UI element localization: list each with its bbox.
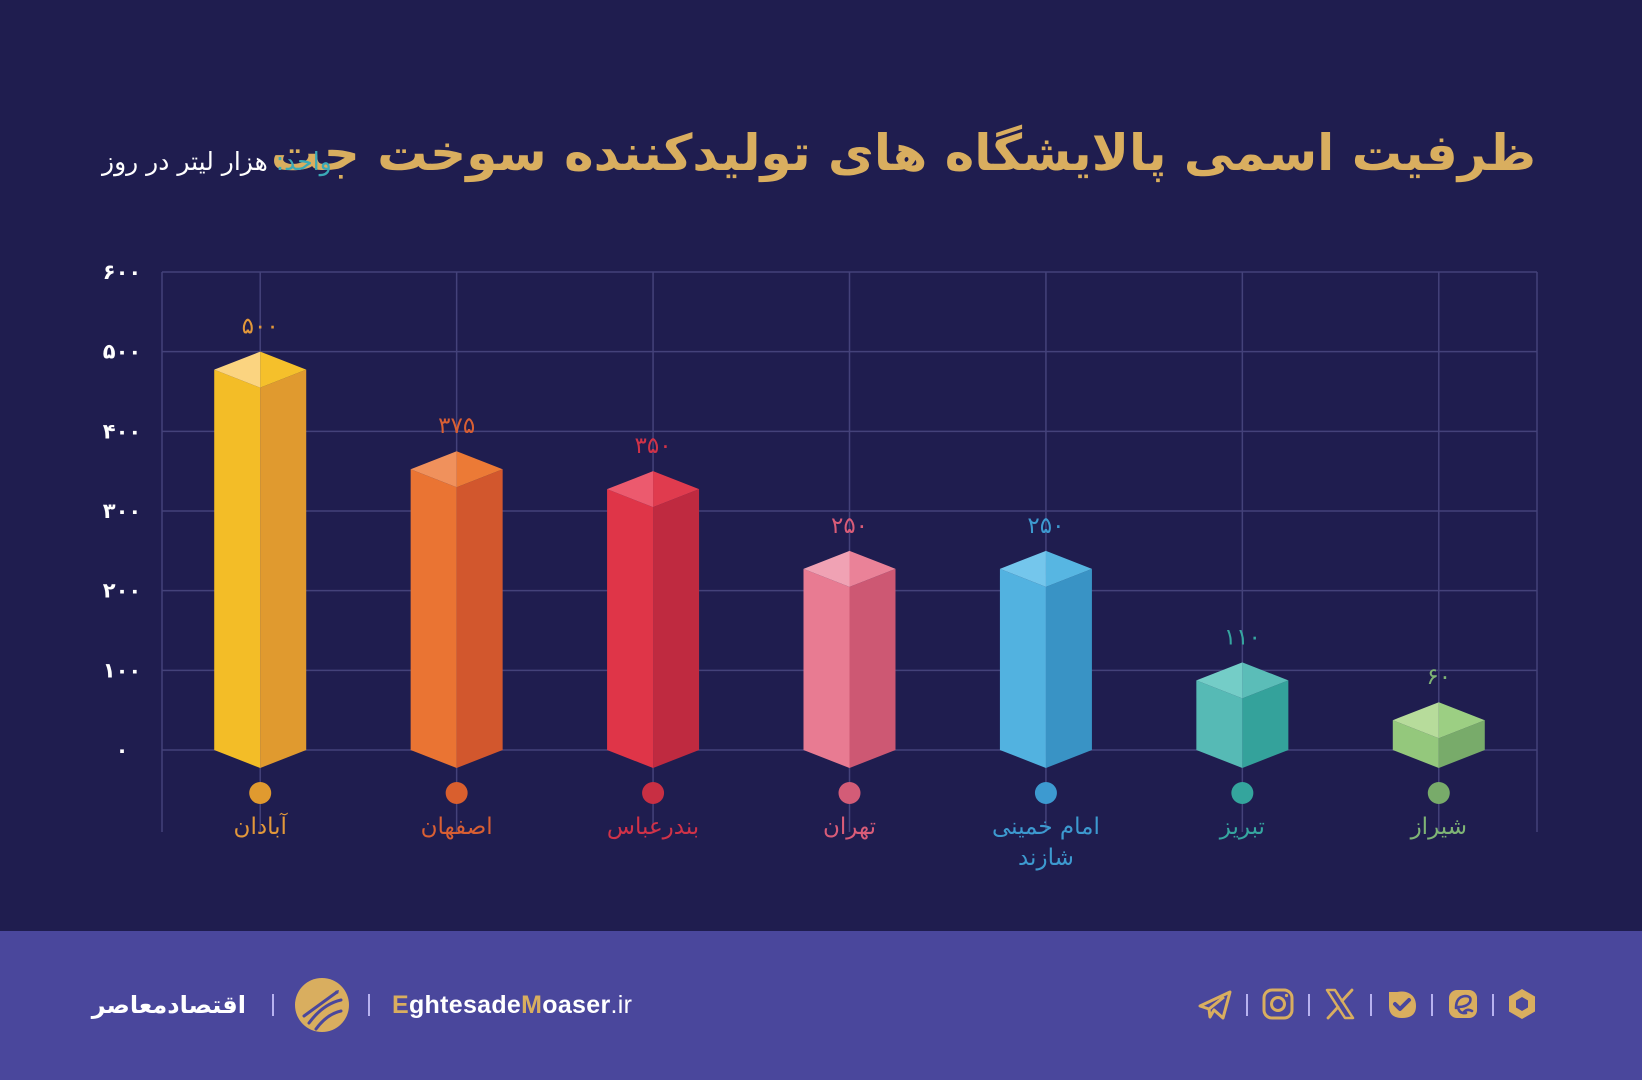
unit-label: واحد: هزار لیتر در روز <box>102 145 332 179</box>
category-label: بندرعباس <box>607 814 699 840</box>
bar[interactable]: ۲۵۰ امام خمینی شازند <box>992 513 1100 871</box>
category-dot <box>249 782 272 804</box>
y-tick-label: ۲۰۰ <box>103 579 141 603</box>
website-link[interactable]: EghtesadeMoaser.ir <box>392 991 633 1019</box>
y-tick-label: ۳۰۰ <box>103 499 141 523</box>
brand-name: اقتصادمعاصر <box>91 991 246 1019</box>
y-tick-label: ۶۰۰ <box>103 260 141 284</box>
value-label: ۱۱۰ <box>1224 624 1261 650</box>
value-label: ۳۷۵ <box>438 413 475 439</box>
category-dot <box>642 782 665 804</box>
bar-chart: ۰ ۱۰۰ ۲۰۰ ۳۰۰ ۴۰۰ ۵۰۰ ۶۰۰ ۵۰۰ آبادان ۳۷۵ اصفهان ۳۵۰… <box>103 260 1538 871</box>
value-label: ۶۰ <box>1426 664 1451 690</box>
category-label: تهران <box>823 814 876 840</box>
category-dot <box>1427 782 1450 804</box>
divider <box>272 994 274 1016</box>
divider <box>368 994 370 1016</box>
bar[interactable]: ۳۷۵ اصفهان <box>410 413 503 840</box>
unit-key: واحد: <box>275 147 332 176</box>
bar[interactable]: ۶۰ شیراز <box>1392 664 1485 840</box>
category-label: امام خمینی <box>992 814 1100 840</box>
bar[interactable]: ۱۱۰ تبریز <box>1196 624 1289 840</box>
x-icon[interactable] <box>1322 986 1358 1022</box>
divider <box>1492 994 1494 1016</box>
y-tick-label: ۱۰۰ <box>103 658 141 682</box>
category-label: اصفهان <box>421 814 493 840</box>
bar[interactable]: ۲۵۰ تهران <box>803 513 896 840</box>
category-dot <box>1231 782 1254 804</box>
divider <box>1370 994 1372 1016</box>
value-label: ۳۵۰ <box>635 433 672 459</box>
y-tick-label: ۵۰۰ <box>103 340 141 364</box>
chart-title: ظرفیت اسمی پالایشگاه های تولیدکننده سوخت… <box>270 124 1537 182</box>
value-label: ۲۵۰ <box>831 513 868 539</box>
bar[interactable]: ۵۰۰ آبادان <box>214 314 307 840</box>
brand-logo-icon[interactable] <box>295 978 349 1032</box>
unit-value: هزار لیتر در روز <box>102 147 276 176</box>
y-tick-label: ۰ <box>116 738 129 762</box>
instagram-icon[interactable] <box>1260 986 1296 1022</box>
check-badge-icon[interactable] <box>1384 986 1420 1022</box>
category-dot <box>1034 782 1057 804</box>
category-label: آبادان <box>234 812 289 840</box>
value-label: ۲۵۰ <box>1027 513 1064 539</box>
value-label: ۵۰۰ <box>242 314 279 340</box>
category-label: شازند <box>1018 845 1074 871</box>
divider <box>1308 994 1310 1016</box>
telegram-icon[interactable] <box>1197 986 1233 1022</box>
divider <box>1431 994 1433 1016</box>
category-label: تبریز <box>1219 814 1265 840</box>
hexagon-app-icon[interactable] <box>1504 986 1540 1022</box>
divider <box>1246 994 1248 1016</box>
category-dot <box>838 782 861 804</box>
y-tick-label: ۴۰۰ <box>103 419 141 443</box>
chart-canvas: ۰ ۱۰۰ ۲۰۰ ۳۰۰ ۴۰۰ ۵۰۰ ۶۰۰ ۵۰۰ آبادان ۳۷۵ اصفهان ۳۵۰… <box>103 260 1538 871</box>
e-app-icon[interactable] <box>1445 986 1481 1022</box>
bar[interactable]: ۳۵۰ بندرعباس <box>607 433 699 840</box>
category-dot <box>445 782 468 804</box>
category-label: شیراز <box>1410 814 1467 840</box>
